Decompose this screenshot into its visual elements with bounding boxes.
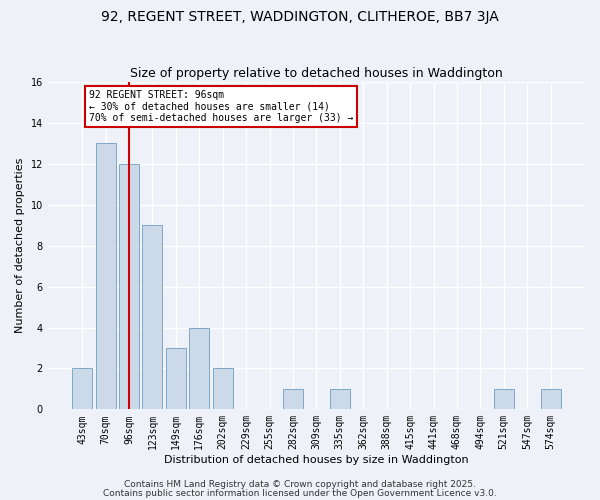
Y-axis label: Number of detached properties: Number of detached properties	[15, 158, 25, 334]
Bar	[119, 164, 139, 410]
Bar	[142, 225, 163, 410]
Text: 92, REGENT STREET, WADDINGTON, CLITHEROE, BB7 3JA: 92, REGENT STREET, WADDINGTON, CLITHEROE…	[101, 10, 499, 24]
Bar	[494, 389, 514, 409]
Text: 92 REGENT STREET: 96sqm
← 30% of detached houses are smaller (14)
70% of semi-de: 92 REGENT STREET: 96sqm ← 30% of detache…	[89, 90, 353, 124]
Bar	[213, 368, 233, 410]
Bar	[283, 389, 303, 409]
X-axis label: Distribution of detached houses by size in Waddington: Distribution of detached houses by size …	[164, 455, 469, 465]
Text: Contains HM Land Registry data © Crown copyright and database right 2025.: Contains HM Land Registry data © Crown c…	[124, 480, 476, 489]
Bar	[330, 389, 350, 409]
Bar	[166, 348, 186, 410]
Title: Size of property relative to detached houses in Waddington: Size of property relative to detached ho…	[130, 66, 503, 80]
Bar	[95, 144, 116, 410]
Bar	[72, 368, 92, 410]
Bar	[541, 389, 560, 409]
Text: Contains public sector information licensed under the Open Government Licence v3: Contains public sector information licen…	[103, 489, 497, 498]
Bar	[190, 328, 209, 409]
